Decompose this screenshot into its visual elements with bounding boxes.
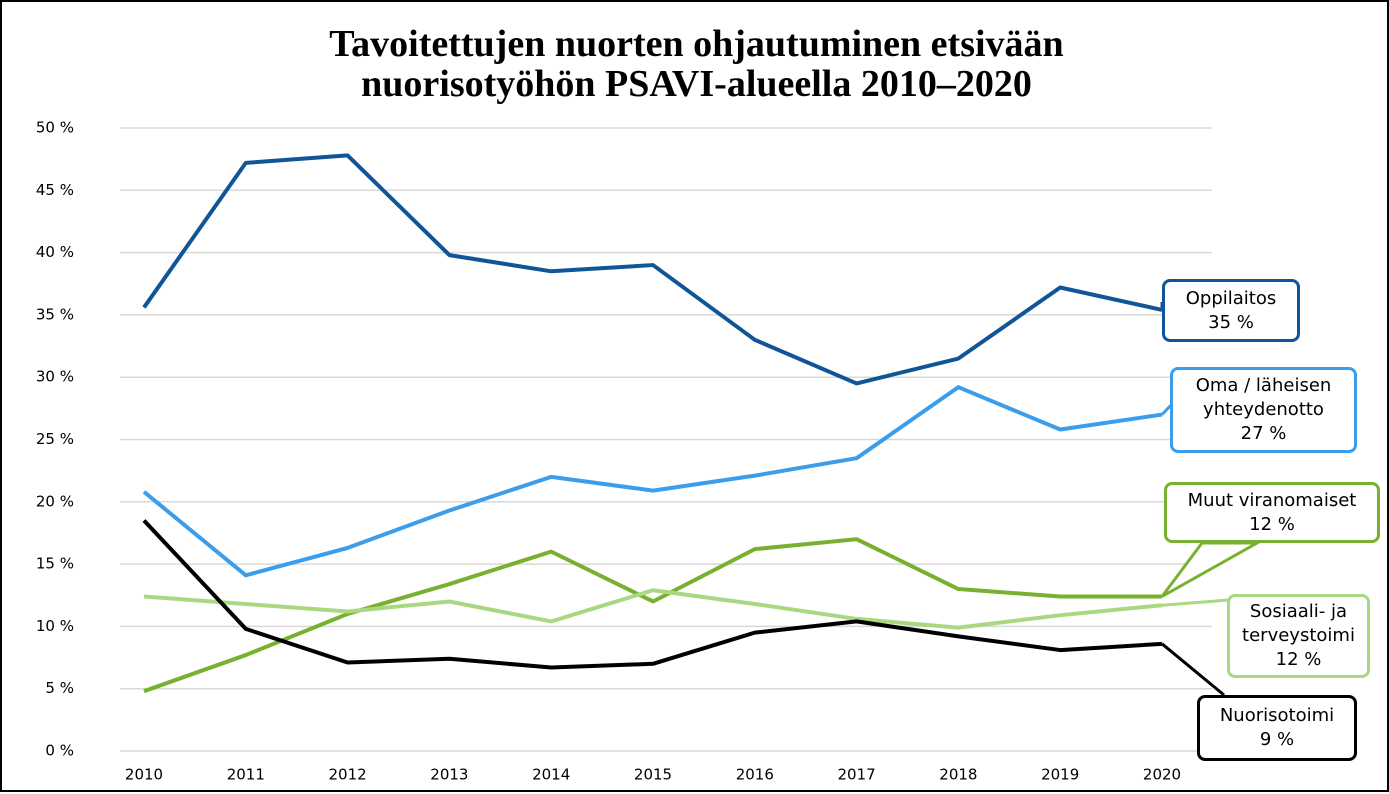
value-label: 12 % [1249, 513, 1295, 535]
legend-label: Sosiaali- ja terveystoimi [1242, 601, 1355, 646]
x-tick-label: 2017 [838, 766, 876, 784]
callout: Sosiaali- ja terveystoimi 12 % [1227, 594, 1370, 678]
y-tick-label: 30 % [36, 368, 74, 386]
x-tick-label: 2010 [125, 766, 163, 784]
callout: Nuorisotoimi 9 % [1197, 695, 1357, 761]
callout-pointer [1161, 598, 1230, 607]
value-label: 12 % [1275, 649, 1322, 670]
x-tick-label: 2016 [736, 766, 774, 784]
y-tick-label: 25 % [36, 430, 74, 448]
x-tick-label: 2020 [1143, 766, 1181, 784]
callout-pointer [1160, 541, 1263, 598]
line-series [142, 385, 1163, 578]
y-tick-label: 50 % [36, 119, 74, 137]
x-tick-label: 2018 [939, 766, 977, 784]
value-label: 9 % [1259, 729, 1295, 750]
line-series [142, 153, 1163, 386]
line-series [143, 537, 1162, 694]
x-tick-label: 2015 [634, 766, 672, 784]
y-tick-label: 35 % [36, 305, 74, 323]
y-tick-label: 15 % [36, 555, 74, 573]
y-tick-label: 5 % [45, 679, 74, 697]
y-tick-label: 10 % [36, 617, 74, 635]
y-tick-label: 20 % [36, 492, 74, 510]
callout-pointer [1161, 642, 1225, 697]
y-tick-label: 0 % [45, 742, 74, 760]
line-series [142, 519, 1163, 670]
x-tick-label: 2019 [1041, 766, 1079, 784]
y-tick-label: 45 % [36, 181, 74, 199]
legend-label: Oppilaitos [1185, 287, 1277, 309]
chart-title: nuorisotyöhön PSAVI-alueella 2010–2020 [361, 63, 1032, 105]
x-tick-label: 2011 [227, 766, 265, 784]
legend-label: Oma / läheisen yhteydenotto [1195, 375, 1332, 420]
callout: Muut viranomaiset 12 % [1164, 482, 1380, 543]
y-tick-label: 40 % [36, 243, 74, 261]
legend-label: Muut viranomaiset [1187, 489, 1357, 511]
chart-title: Tavoitettujen nuorten ohjautuminen etsiv… [329, 23, 1064, 65]
value-label: 27 % [1240, 423, 1287, 444]
callout: Oma / läheisen yhteydenotto 27 % [1170, 367, 1357, 453]
x-tick-label: 2013 [430, 766, 468, 784]
x-tick-label: 2012 [329, 766, 367, 784]
callout: Oppilaitos 35 % [1162, 279, 1300, 342]
x-tick-label: 2014 [532, 766, 570, 784]
legend-label: Nuorisotoimi [1219, 705, 1335, 726]
line-series [143, 588, 1163, 630]
value-label: 35 % [1208, 311, 1254, 333]
